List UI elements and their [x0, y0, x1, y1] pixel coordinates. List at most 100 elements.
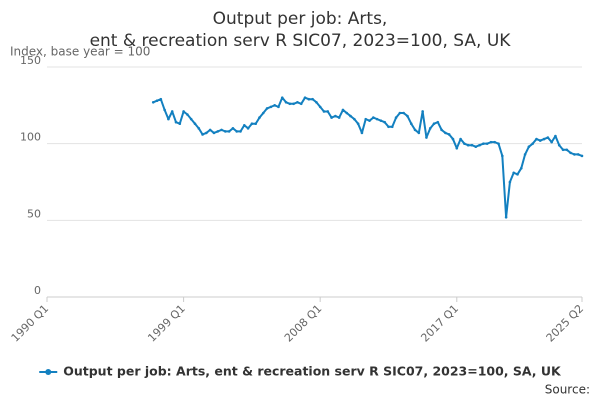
data-point — [356, 122, 360, 126]
data-point — [542, 137, 546, 141]
data-point — [364, 117, 368, 121]
data-point — [428, 127, 432, 130]
data-point — [508, 180, 512, 184]
data-point — [409, 122, 413, 126]
data-point — [159, 97, 163, 101]
data-point — [440, 128, 443, 132]
data-point — [447, 133, 451, 136]
data-point — [208, 128, 212, 132]
data-point — [444, 131, 447, 135]
data-point — [212, 131, 216, 135]
data-point — [250, 122, 254, 126]
data-point — [265, 107, 269, 110]
data-point — [254, 122, 257, 126]
x-tick-label: 1999 Q1 — [145, 302, 188, 345]
data-point — [239, 130, 242, 133]
x-tick-label: 2008 Q1 — [282, 302, 325, 345]
data-point — [246, 127, 250, 130]
data-point — [231, 127, 235, 130]
data-point — [390, 125, 394, 129]
data-point — [193, 122, 197, 126]
data-line — [152, 96, 583, 219]
data-point — [538, 139, 542, 142]
data-point — [387, 125, 390, 129]
data-point — [402, 111, 405, 115]
data-point — [170, 110, 174, 113]
data-point — [482, 142, 485, 145]
data-point — [224, 130, 227, 133]
chart-title: Output per job: Arts, ent & recreation se… — [90, 9, 512, 51]
data-point — [243, 123, 246, 127]
y-tick-label: 0 — [34, 284, 41, 297]
data-point — [474, 145, 478, 149]
data-point — [189, 117, 193, 121]
data-point — [273, 104, 276, 107]
data-point — [485, 142, 489, 145]
data-point — [535, 137, 538, 141]
legend-marker — [45, 369, 52, 375]
data-point — [531, 142, 534, 145]
data-point — [315, 100, 318, 104]
data-point — [421, 110, 424, 113]
data-point — [349, 114, 352, 118]
data-point — [379, 119, 383, 122]
data-point — [455, 146, 459, 150]
data-point — [216, 130, 220, 133]
data-point — [436, 120, 440, 124]
data-point — [353, 117, 356, 121]
data-points — [151, 96, 584, 219]
data-point — [261, 111, 265, 115]
data-point — [451, 137, 455, 141]
data-point — [368, 119, 371, 122]
data-point — [501, 154, 504, 158]
y-tick-label: 100 — [20, 131, 41, 144]
data-point — [334, 114, 337, 118]
data-point — [277, 105, 280, 109]
data-point — [167, 117, 170, 121]
data-point — [417, 131, 421, 135]
data-point — [292, 102, 295, 106]
y-axis-label: Index, base year = 100 — [10, 45, 150, 59]
data-point — [470, 143, 474, 147]
data-point — [174, 120, 178, 124]
data-point — [576, 153, 580, 156]
data-point — [561, 148, 565, 152]
x-tick-label: 1990 Q1 — [9, 302, 52, 345]
data-point — [182, 110, 185, 113]
data-point — [372, 116, 375, 119]
data-point — [489, 140, 493, 144]
source: Source: — [545, 383, 590, 397]
data-point — [284, 100, 288, 104]
legend-label: Output per job: Arts, ent & recreation s… — [63, 364, 562, 379]
data-point — [425, 136, 428, 139]
x-tick-label: 2025 Q2 — [544, 302, 587, 345]
data-point — [497, 142, 500, 145]
data-point — [527, 145, 531, 149]
y-tick-label: 150 — [20, 54, 41, 67]
data-point — [512, 171, 516, 175]
data-point — [398, 111, 402, 115]
data-point — [280, 96, 284, 99]
data-point — [459, 137, 462, 141]
data-point — [519, 166, 523, 170]
data-point — [326, 110, 330, 113]
data-point — [554, 134, 557, 138]
data-point — [341, 108, 345, 112]
data-point — [307, 97, 311, 101]
data-point — [523, 153, 527, 156]
data-point — [311, 97, 314, 101]
data-point — [322, 110, 326, 113]
data-point — [546, 136, 550, 139]
data-point — [569, 151, 572, 155]
data-point — [227, 130, 231, 133]
data-point — [383, 120, 386, 124]
data-point — [504, 215, 508, 219]
data-point — [516, 173, 519, 176]
data-point — [299, 102, 303, 106]
data-point — [288, 102, 292, 106]
data-point — [550, 140, 553, 144]
data-point — [258, 116, 261, 119]
data-point — [565, 148, 569, 152]
data-point — [178, 122, 182, 126]
